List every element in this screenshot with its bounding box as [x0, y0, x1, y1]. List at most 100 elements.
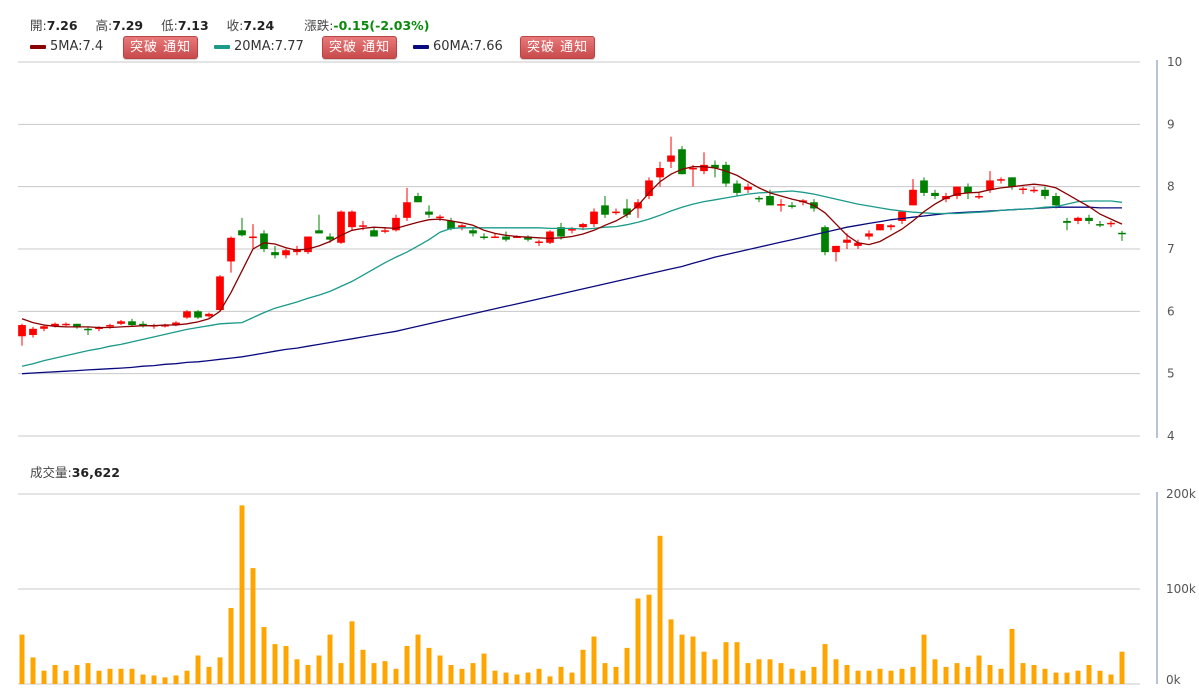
candle-body [854, 242, 862, 246]
volume-bar [690, 636, 696, 684]
candle [403, 187, 411, 221]
volume-tick-label: 0k [1166, 673, 1181, 687]
price-tick-label: 6 [1167, 304, 1175, 318]
candle [667, 136, 675, 168]
candle [975, 192, 983, 200]
open-price: 開:7.26 [30, 18, 78, 33]
candle-body [722, 164, 730, 184]
quote-summary: 開:7.26 高:7.29 低:7.13 收:7.24 漲跌:-0.15(-2.… [30, 15, 443, 33]
candle-body [414, 196, 422, 203]
volume-bar [1108, 674, 1114, 684]
candle-body [986, 180, 994, 190]
candle-body [18, 325, 26, 337]
candle-body [216, 276, 224, 311]
candle-body [953, 186, 961, 197]
volume-bar [195, 655, 201, 684]
candle-body [590, 211, 598, 225]
volume-bar [998, 668, 1004, 684]
candle-body [1118, 232, 1126, 235]
volume-bar [1031, 665, 1037, 684]
candle-body [645, 180, 653, 197]
candle-body [744, 186, 752, 190]
volume-bar [206, 666, 212, 684]
candle-body [1030, 189, 1038, 192]
candle [788, 202, 796, 209]
volume-bar [426, 647, 432, 684]
ma5-breakout-alert-button[interactable]: 突破 通知 [123, 36, 199, 59]
price-tick-label: 8 [1167, 180, 1175, 194]
candle [282, 249, 290, 259]
volume-bar [635, 598, 641, 684]
volume-bar [580, 649, 586, 684]
volume-bar [525, 672, 531, 684]
candle [964, 183, 972, 200]
candle-body [172, 322, 180, 326]
ma20-label: 20MA:7.77 [234, 39, 304, 54]
ma5-line [21, 166, 1123, 329]
candle [1118, 230, 1126, 241]
volume-summary: 成交量:36,622 [30, 465, 120, 480]
price-tick-label: 7 [1167, 242, 1175, 256]
candle [370, 227, 378, 237]
volume-bar [74, 665, 80, 684]
volume-bar [954, 663, 960, 684]
price-grid [18, 61, 1140, 437]
candle-body [392, 217, 400, 231]
volume-tick-label: 200k [1166, 487, 1196, 501]
ma60-label: 60MA:7.66 [433, 39, 503, 54]
candle [183, 310, 191, 319]
volume-bar [800, 670, 806, 684]
ma20-breakout-alert-button[interactable]: 突破 通知 [322, 36, 398, 59]
candle [491, 233, 499, 239]
candle-body [513, 236, 521, 239]
candle [700, 152, 708, 175]
candle [920, 177, 928, 197]
volume-bar [173, 675, 179, 684]
volume-bar [448, 665, 454, 684]
candle-body [84, 328, 92, 331]
volume-bar [1097, 670, 1103, 684]
candle [744, 183, 752, 193]
volume-bar [272, 644, 278, 684]
ma60-swatch [413, 44, 429, 49]
candle-body [73, 323, 81, 328]
candle [18, 323, 26, 346]
candle-body [689, 167, 697, 170]
candle-body [557, 227, 565, 237]
candle-body [909, 189, 917, 206]
volume-bar [987, 665, 993, 684]
candle-body [1041, 189, 1049, 197]
volume-bar [558, 666, 564, 684]
volume-bar [756, 659, 762, 684]
volume-bar [360, 649, 366, 684]
volume-bar [778, 663, 784, 684]
candle-body [238, 230, 246, 236]
moving-average-lines [21, 166, 1123, 375]
candle [876, 224, 884, 231]
candle [249, 224, 257, 249]
candle-body [700, 164, 708, 172]
volume-bar [811, 666, 817, 684]
volume-bar [129, 668, 135, 684]
candle [62, 322, 70, 327]
candle-body [612, 211, 620, 214]
candle-body [1063, 220, 1071, 223]
candle-body [623, 208, 631, 215]
price-tick-label: 4 [1167, 429, 1175, 443]
candle [480, 233, 488, 240]
candle-body [711, 164, 719, 168]
volume-bar [877, 668, 883, 684]
volume-bar [261, 627, 267, 684]
ma60-breakout-alert-button[interactable]: 突破 通知 [520, 36, 596, 59]
candle [40, 325, 48, 332]
candle [821, 225, 829, 256]
volume-bar [327, 634, 333, 684]
candle [645, 177, 653, 200]
ma60-legend: 60MA:7.66 [413, 36, 503, 60]
ma20-swatch [214, 44, 230, 49]
candle-body [601, 205, 609, 215]
candle [1008, 177, 1016, 190]
candle [139, 321, 147, 328]
candle-body [1008, 177, 1016, 187]
